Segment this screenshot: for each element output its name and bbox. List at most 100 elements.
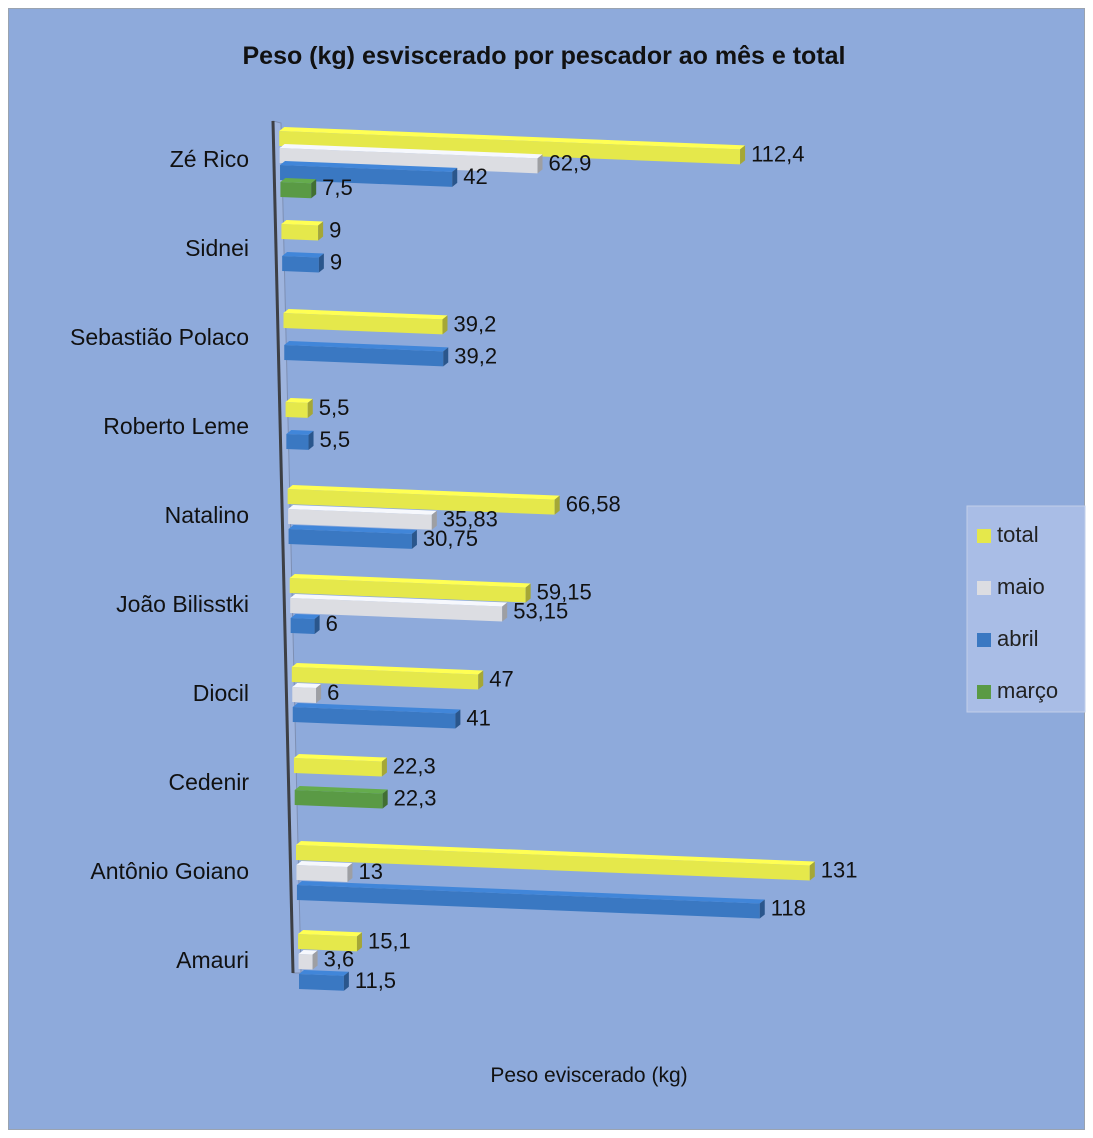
bar-end-maio	[431, 510, 437, 530]
data-label-abril: 11,5	[355, 968, 396, 993]
bar-top-maio	[296, 861, 353, 868]
category-label: Amauri	[176, 947, 249, 973]
bar-maio	[290, 598, 503, 622]
bar-top-março	[294, 786, 388, 794]
bar-top-abril	[282, 252, 324, 258]
bar-top-total	[289, 574, 531, 588]
bar-maio	[279, 148, 538, 174]
data-label-abril: 39,2	[454, 343, 497, 368]
bar-end-total	[478, 670, 484, 690]
plot-area: Zé Rico 112,4 62,9 42 7,5 Sidnei 9 9 Sebastião P…	[70, 120, 858, 993]
bar-top-total	[293, 754, 387, 762]
bar-end-abril	[452, 167, 458, 187]
data-label-total: 66,58	[566, 492, 621, 517]
data-label-maio: 53,15	[513, 598, 568, 623]
category-label: Sebastião Polaco	[70, 324, 249, 350]
bar-maio	[292, 687, 317, 703]
x-axis-title: Peso eviscerado (kg)	[490, 1064, 687, 1087]
data-label-abril: 5,5	[320, 427, 351, 452]
data-label-maio: 13	[358, 859, 382, 884]
category-label: João Bilisstki	[116, 591, 249, 617]
bar-top-março	[280, 178, 317, 184]
bar-end-maio	[316, 683, 322, 703]
data-label-total: 22,3	[393, 754, 436, 779]
bar-top-total	[279, 127, 746, 150]
data-label-março: 22,3	[394, 786, 437, 811]
bar-end-abril	[314, 614, 320, 634]
bar-março	[280, 182, 312, 199]
bar-maio	[296, 865, 348, 883]
bar-total	[291, 667, 479, 690]
bar-end-maio	[312, 950, 318, 970]
bar-end-abril	[411, 529, 417, 549]
bar-top-total	[298, 930, 362, 937]
data-label-total: 112,4	[751, 141, 804, 166]
chart-area: Peso (kg) esviscerado por pescador ao mê…	[8, 8, 1086, 1130]
category-label: Antônio Goiano	[90, 858, 249, 884]
legend-label-março: março	[997, 678, 1058, 703]
chart-title: Peso (kg) esviscerado por pescador ao mê…	[242, 42, 845, 70]
bar-end-total	[442, 315, 448, 335]
data-label-total: 9	[329, 217, 341, 242]
bar-abril	[299, 974, 344, 991]
data-label-total: 47	[489, 666, 513, 691]
bar-end-abril	[455, 709, 461, 729]
data-label-abril: 41	[466, 706, 490, 731]
bar-top-maio	[298, 950, 318, 955]
bar-abril	[282, 256, 319, 273]
bar-março	[294, 790, 383, 809]
bar-end-abril	[759, 899, 765, 919]
bar-top-total	[291, 663, 484, 675]
bar-maio	[298, 954, 313, 970]
bar-top-maio	[288, 505, 437, 515]
bar-total	[281, 224, 319, 241]
legend-swatch-março	[977, 685, 991, 699]
data-label-maio: 62,9	[549, 150, 592, 175]
bar-maio	[288, 509, 432, 530]
bar-top-abril	[286, 430, 314, 435]
bar-abril	[284, 345, 444, 367]
data-label-maio: 6	[327, 680, 339, 705]
bar-top-total	[295, 841, 815, 866]
bar-total	[283, 313, 443, 335]
bar-end-total	[307, 398, 313, 418]
bar-abril	[290, 618, 315, 634]
category-label: Diocil	[193, 680, 249, 706]
bar-abril	[296, 885, 760, 919]
bar-total	[293, 758, 382, 777]
bar-chart: Peso (kg) esviscerado por pescador ao mê…	[70, 42, 1086, 1087]
bar-top-maio	[290, 594, 508, 607]
bar-end-abril	[308, 430, 314, 450]
data-label-abril: 6	[326, 611, 338, 636]
data-label-maio: 3,6	[324, 947, 355, 972]
bar-end-total	[809, 861, 815, 881]
bar-end-março	[311, 179, 317, 199]
data-label-total: 59,15	[537, 579, 592, 604]
legend-swatch-abril	[977, 633, 991, 647]
bar-abril	[280, 165, 453, 187]
category-label: Zé Rico	[170, 146, 249, 172]
bar-total	[295, 845, 810, 881]
data-label-abril: 118	[771, 896, 806, 921]
bar-end-total	[356, 932, 362, 952]
bar-abril	[286, 434, 309, 450]
bar-top-abril	[290, 614, 320, 619]
bar-top-total	[285, 398, 313, 403]
bar-top-maio	[279, 144, 543, 159]
category-label: Cedenir	[168, 769, 249, 795]
bar-abril	[288, 529, 412, 549]
bar-top-total	[281, 220, 324, 226]
bar-end-abril	[318, 253, 324, 273]
data-label-abril: 9	[330, 249, 342, 274]
legend-swatch-total	[977, 529, 991, 543]
data-label-total: 131	[821, 858, 858, 883]
bar-top-abril	[299, 970, 349, 976]
y-axis-line	[271, 120, 295, 974]
bar-end-maio	[347, 863, 353, 883]
category-label: Sidnei	[185, 235, 249, 261]
bar-total	[287, 489, 555, 515]
bar-end-total	[525, 583, 531, 603]
bar-top-abril	[288, 525, 417, 534]
bar-end-maio	[502, 602, 508, 622]
data-label-abril: 30,75	[423, 526, 478, 551]
